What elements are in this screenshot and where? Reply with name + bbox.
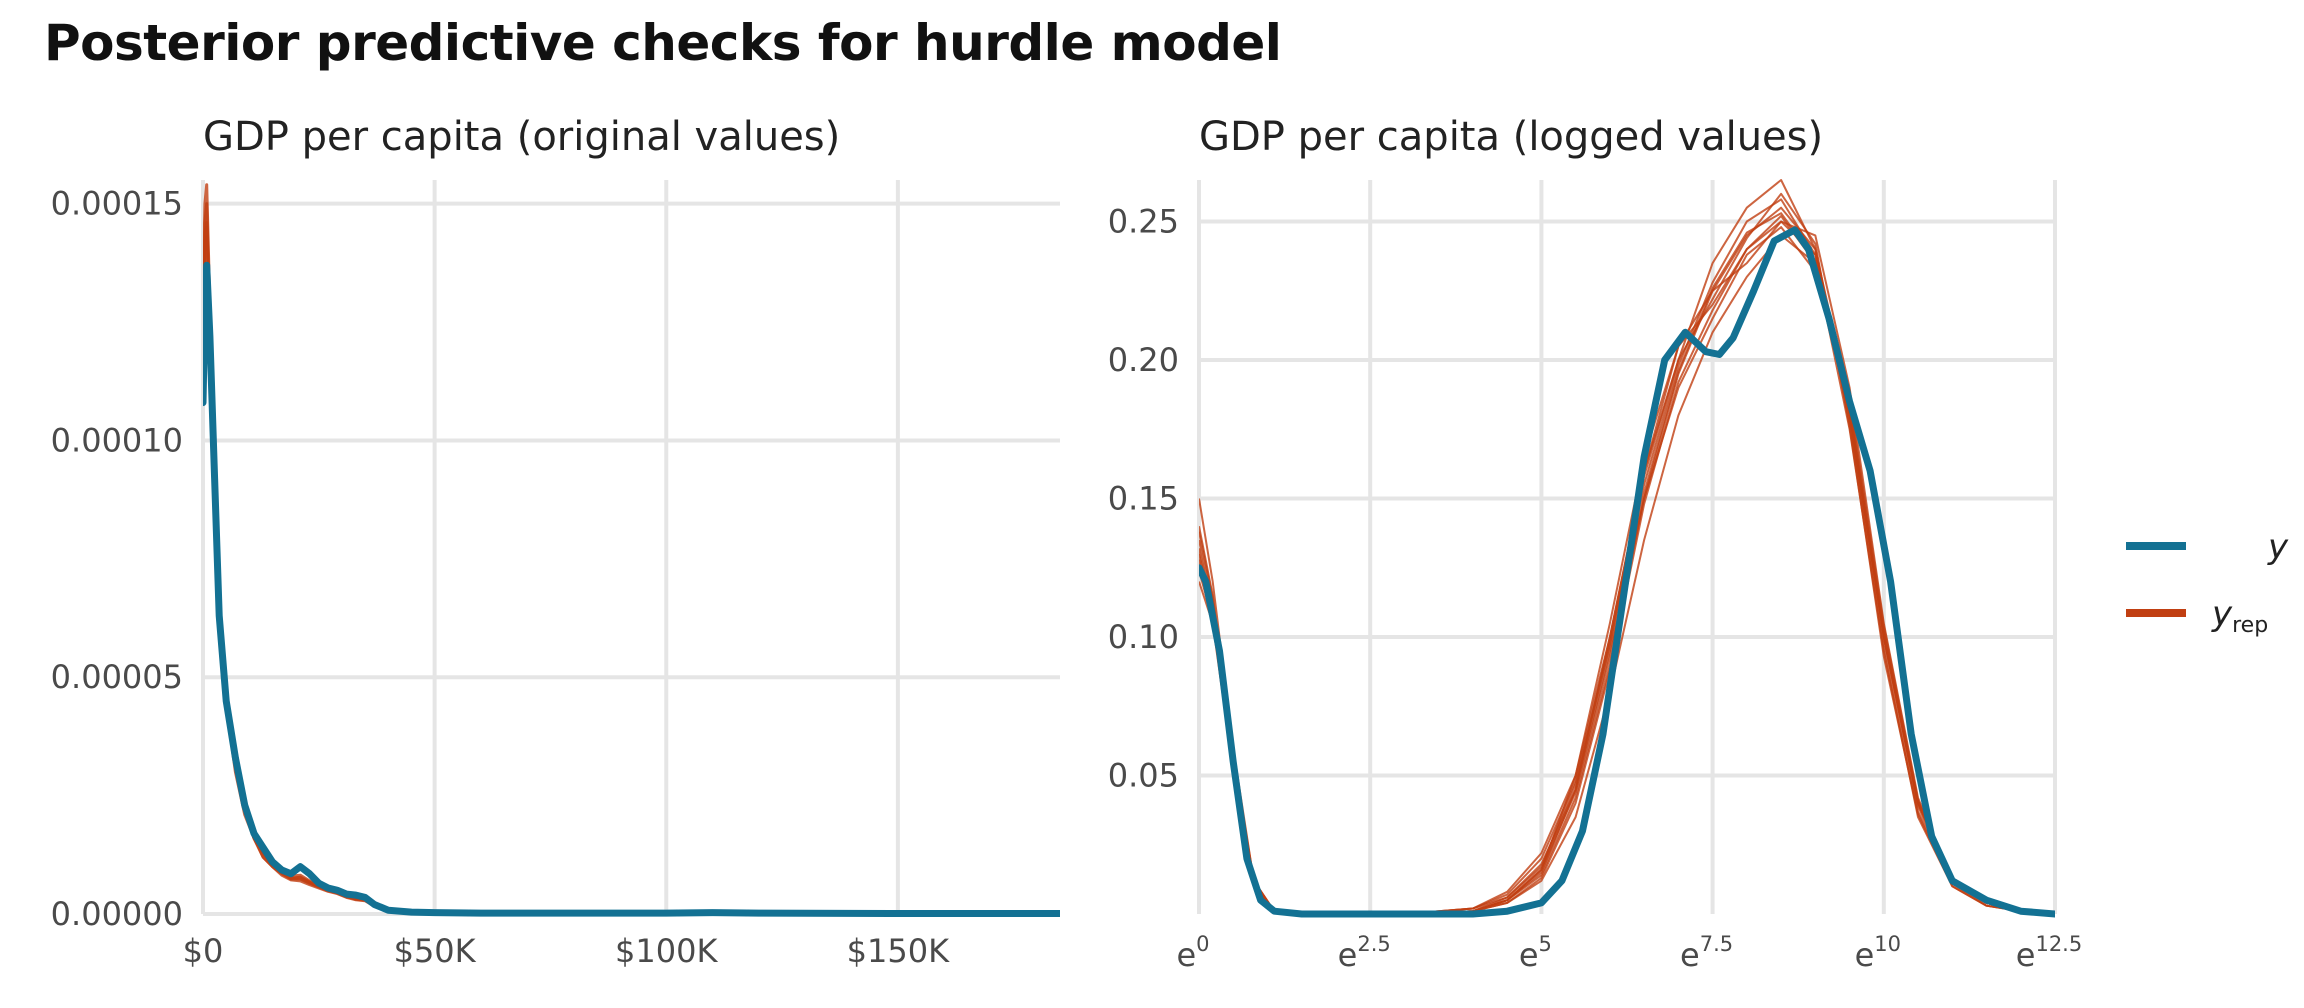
y-tick-label: 0.25 [1108,203,1179,241]
x-tick-label: e2.5 [1338,932,1391,974]
figure-title: Posterior predictive checks for hurdle m… [44,14,1282,72]
y-tick-label: 0.00000 [51,895,183,933]
x-tick-label: $100K [615,932,718,970]
y-tick-label: 0.00015 [51,185,183,223]
y-tick-label: 0.00010 [51,421,183,459]
y-tick-label: 0.05 [1108,757,1179,795]
panel-title-original: GDP per capita (original values) [203,114,840,160]
panel-title-logged: GDP per capita (logged values) [1199,114,1823,160]
x-tick-label: e0 [1176,932,1209,974]
series-lines [1199,179,2055,918]
x-tick-label: e5 [1519,932,1552,974]
y-line [1199,226,2055,918]
x-tick-label: $150K [847,932,950,970]
y-line [203,261,1060,917]
panel-logged: 0.05 0.10 0.15 0.20 0.25 e0 e2.5 e5 e7.5 e10 e12.5 [1108,179,2082,974]
axis-labels: 0.00000 0.00005 0.00010 0.00015 $0 $50K $100K $… [51,185,950,970]
legend-label-yrep: yrep [2211,594,2268,638]
x-tick-label: e10 [1855,932,1901,974]
x-tick-label: e7.5 [1680,932,1733,974]
y-tick-label: 0.15 [1108,480,1179,518]
x-tick-label: $0 [183,932,224,970]
y-tick-label: 0.00005 [51,658,183,696]
x-tick-label: e12.5 [2016,932,2082,974]
panel-original: 0.00000 0.00005 0.00010 0.00015 $0 $50K $100K $… [51,180,1060,970]
legend-label-y: y [2267,527,2289,567]
grid-lines [201,180,1060,916]
x-tick-label: $50K [394,932,477,970]
axis-labels: 0.05 0.10 0.15 0.20 0.25 e0 e2.5 e5 e7.5 e10 e12.5 [1108,203,2082,974]
legend: y yrep [2126,527,2289,638]
y-tick-label: 0.20 [1108,341,1179,379]
series-lines [203,183,1060,917]
y-tick-label: 0.10 [1108,618,1179,656]
